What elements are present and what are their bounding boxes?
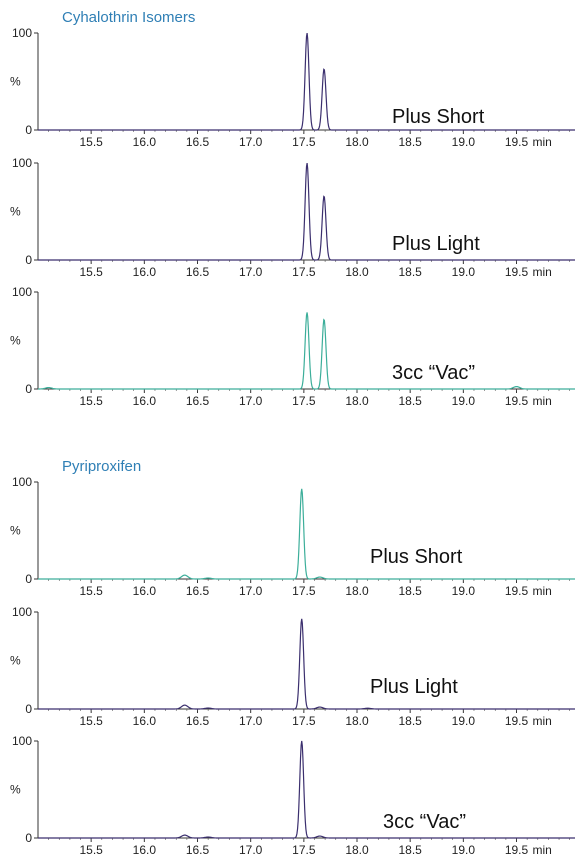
panel-0-0: 100 0% 15.5 16.0 16.5 17.0 17.5 18.0 18.5 19.0 19.… <box>10 26 575 149</box>
x-tick-label: 18.0 <box>345 584 369 598</box>
y-tick-label-max: 100 <box>12 26 32 40</box>
x-unit-label: min <box>533 584 552 598</box>
chromatogram-trace <box>38 312 575 390</box>
y-tick-label-max: 100 <box>12 475 32 489</box>
x-tick-label: 16.0 <box>133 394 157 408</box>
x-tick-label: 19.0 <box>452 135 476 149</box>
x-unit-label: min <box>533 135 552 149</box>
y-axis-label: % <box>10 524 21 538</box>
y-tick-label-max: 100 <box>12 605 32 619</box>
y-tick-label-max: 100 <box>12 285 32 299</box>
x-tick-label: 17.5 <box>292 265 316 279</box>
panel-0-2: 100 0% 15.5 16.0 16.5 17.0 17.5 18.0 18.5 19.0 19.… <box>10 285 575 408</box>
x-tick-label: 16.0 <box>133 265 157 279</box>
y-tick-label-min: 0 <box>25 572 32 586</box>
panel-1-2: 100 0% 15.5 16.0 16.5 17.0 17.5 18.0 18.5 19.0 19.… <box>10 734 575 857</box>
x-tick-label: 18.5 <box>398 265 422 279</box>
y-tick-label-min: 0 <box>25 831 32 845</box>
x-tick-label: 17.0 <box>239 714 263 728</box>
x-tick-label: 17.5 <box>292 714 316 728</box>
y-axis-label: % <box>10 75 21 89</box>
x-tick-label: 18.5 <box>398 135 422 149</box>
x-tick-label: 16.5 <box>186 135 210 149</box>
y-axis-label: % <box>10 205 21 219</box>
x-unit-label: min <box>533 843 552 857</box>
x-tick-label: 18.5 <box>398 714 422 728</box>
x-tick-label: 15.5 <box>79 394 103 408</box>
x-tick-label: 19.0 <box>452 265 476 279</box>
x-unit-label: min <box>533 714 552 728</box>
x-tick-label: 15.5 <box>79 714 103 728</box>
y-tick-label-max: 100 <box>12 734 32 748</box>
chromatogram-trace <box>38 488 575 580</box>
x-tick-label: 17.0 <box>239 135 263 149</box>
x-tick-label: 16.5 <box>186 843 210 857</box>
x-tick-label: 18.0 <box>345 843 369 857</box>
method-label: 3cc “Vac” <box>383 811 466 833</box>
x-tick-label: 15.5 <box>79 135 103 149</box>
x-unit-label: min <box>533 265 552 279</box>
method-label: Plus Short <box>392 106 485 128</box>
x-tick-label: 16.5 <box>186 394 210 408</box>
x-tick-label: 17.5 <box>292 394 316 408</box>
x-tick-label: 19.0 <box>452 394 476 408</box>
y-tick-label-min: 0 <box>25 382 32 396</box>
x-tick-label: 18.5 <box>398 584 422 598</box>
x-tick-label: 18.0 <box>345 265 369 279</box>
y-tick-label-min: 0 <box>25 253 32 267</box>
x-tick-label: 17.5 <box>292 135 316 149</box>
x-tick-label: 17.0 <box>239 584 263 598</box>
x-tick-label: 17.0 <box>239 843 263 857</box>
x-tick-label: 15.5 <box>79 584 103 598</box>
method-label: Plus Light <box>370 676 458 698</box>
x-tick-label: 16.5 <box>186 714 210 728</box>
chromatogram-trace <box>38 32 575 131</box>
chart-title-1: Pyriproxifen <box>62 458 141 475</box>
x-tick-label: 15.5 <box>79 843 103 857</box>
x-tick-label: 17.5 <box>292 584 316 598</box>
chromatogram-trace <box>38 740 575 839</box>
x-tick-label: 18.0 <box>345 135 369 149</box>
x-tick-label: 19.5 <box>505 843 529 857</box>
x-tick-label: 16.0 <box>133 843 157 857</box>
y-tick-label-min: 0 <box>25 123 32 137</box>
y-axis-label: % <box>10 783 21 797</box>
x-tick-label: 19.5 <box>505 714 529 728</box>
y-tick-label-min: 0 <box>25 702 32 716</box>
panel-1-1: 100 0% 15.5 16.0 16.5 17.0 17.5 18.0 18.5 19.0 19.… <box>10 605 575 728</box>
x-tick-label: 16.0 <box>133 135 157 149</box>
y-tick-label-max: 100 <box>12 156 32 170</box>
x-unit-label: min <box>533 394 552 408</box>
y-axis-label: % <box>10 654 21 668</box>
x-tick-label: 19.5 <box>505 584 529 598</box>
x-tick-label: 18.0 <box>345 714 369 728</box>
x-tick-label: 17.5 <box>292 843 316 857</box>
x-tick-label: 19.5 <box>505 394 529 408</box>
method-label: Plus Short <box>370 546 463 568</box>
x-tick-label: 17.0 <box>239 394 263 408</box>
x-tick-label: 19.5 <box>505 265 529 279</box>
chart-title-0: Cyhalothrin Isomers <box>62 9 195 26</box>
x-tick-label: 18.5 <box>398 394 422 408</box>
x-tick-label: 18.5 <box>398 843 422 857</box>
x-tick-label: 19.0 <box>452 843 476 857</box>
x-tick-label: 19.5 <box>505 135 529 149</box>
panel-1-0: 100 0% 15.5 16.0 16.5 17.0 17.5 18.0 18.5 19.0 19.… <box>10 475 575 598</box>
x-tick-label: 16.5 <box>186 265 210 279</box>
x-tick-label: 16.0 <box>133 714 157 728</box>
method-label: Plus Light <box>392 233 480 255</box>
x-tick-label: 18.0 <box>345 394 369 408</box>
panel-0-1: 100 0% 15.5 16.0 16.5 17.0 17.5 18.0 18.5 19.0 19.… <box>10 156 575 279</box>
chromatogram-trace <box>38 618 575 710</box>
x-tick-label: 16.5 <box>186 584 210 598</box>
x-tick-label: 16.0 <box>133 584 157 598</box>
x-tick-label: 17.0 <box>239 265 263 279</box>
y-axis-label: % <box>10 334 21 348</box>
method-label: 3cc “Vac” <box>392 362 475 384</box>
x-tick-label: 15.5 <box>79 265 103 279</box>
chromatogram-trace <box>38 162 575 261</box>
x-tick-label: 19.0 <box>452 584 476 598</box>
x-tick-label: 19.0 <box>452 714 476 728</box>
